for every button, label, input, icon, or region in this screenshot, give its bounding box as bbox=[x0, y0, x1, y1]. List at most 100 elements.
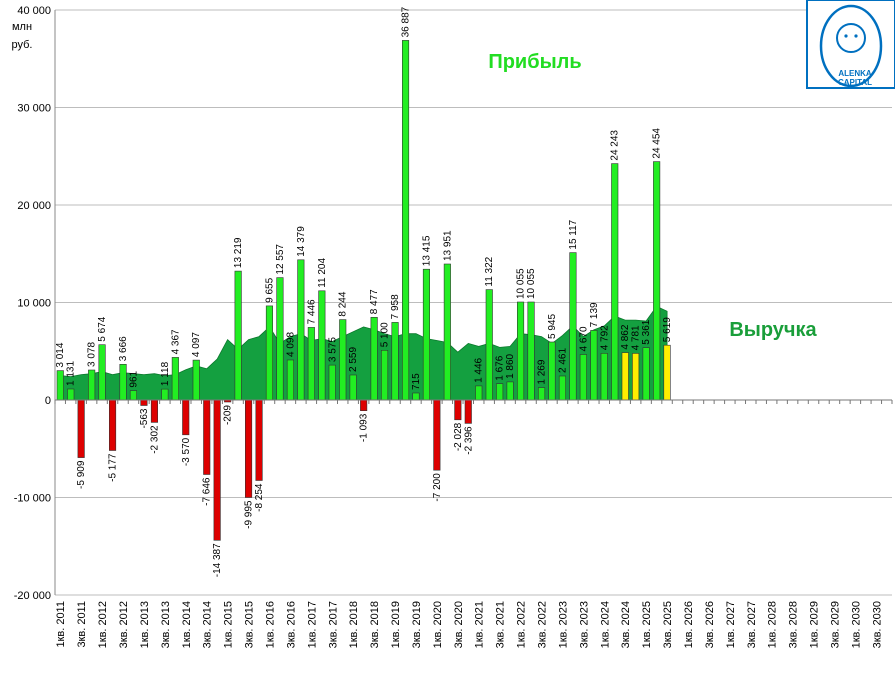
x-axis: 1кв. 2011 3кв. 2011 1кв. 2012 3кв. 2012 1кв.… bbox=[54, 399, 893, 648]
profit-bar bbox=[579, 354, 587, 401]
profit-bar bbox=[339, 319, 347, 401]
unit-label-line-1: млн bbox=[12, 21, 32, 33]
profit-data-label: 3 575 bbox=[327, 337, 338, 362]
profit-bar bbox=[663, 344, 671, 401]
x-tick-label: 3кв. 2026 bbox=[704, 601, 716, 648]
x-tick-label: 3кв. 2029 bbox=[830, 601, 842, 648]
profit-data-label: -5 177 bbox=[108, 453, 119, 482]
profit-bar bbox=[318, 290, 326, 401]
profit-data-label: 12 557 bbox=[275, 244, 286, 275]
profit-bar bbox=[203, 399, 211, 475]
logo-eye-left-icon bbox=[844, 34, 848, 38]
profit-bar bbox=[119, 363, 127, 401]
profit-bar bbox=[600, 352, 608, 401]
profit-data-label: -5 909 bbox=[76, 460, 87, 489]
profit-bar bbox=[349, 374, 357, 401]
profit-bar bbox=[255, 399, 263, 481]
profit-bar bbox=[370, 316, 378, 401]
x-tick-label: 3кв. 2016 bbox=[285, 601, 297, 648]
profit-bar bbox=[213, 399, 221, 541]
profit-data-label: 11 322 bbox=[484, 256, 495, 286]
profit-data-label: -2 396 bbox=[463, 426, 474, 455]
profit-bar bbox=[245, 399, 253, 498]
y-tick-label: 20 000 bbox=[17, 200, 51, 212]
profit-bar bbox=[391, 322, 399, 401]
profit-data-label: -9 995 bbox=[244, 500, 255, 529]
profit-bar bbox=[569, 252, 577, 401]
profit-bar bbox=[276, 277, 284, 401]
x-tick-label: 1кв. 2025 bbox=[641, 601, 653, 648]
x-tick-label: 3кв. 2015 bbox=[244, 601, 256, 648]
profit-bar bbox=[140, 399, 148, 406]
x-tick-label: 1кв. 2017 bbox=[306, 601, 318, 648]
profit-data-label: -7 200 bbox=[432, 473, 443, 502]
profit-bar bbox=[182, 399, 190, 436]
profit-bar bbox=[192, 359, 200, 401]
x-tick-label: 3кв. 2013 bbox=[160, 601, 172, 648]
profit-data-label: 13 415 bbox=[421, 235, 432, 266]
profit-bar bbox=[67, 388, 75, 401]
x-tick-label: 3кв. 2024 bbox=[620, 601, 632, 648]
y-tick-label: 30 000 bbox=[17, 103, 51, 115]
profit-data-label: -1 093 bbox=[359, 413, 370, 442]
profit-bar bbox=[307, 327, 315, 401]
profit-bar bbox=[621, 352, 629, 401]
profit-data-label: 8 244 bbox=[338, 291, 349, 316]
profit-bar bbox=[77, 399, 85, 458]
y-tick-label: -10 000 bbox=[14, 493, 51, 505]
profit-bar bbox=[632, 353, 640, 401]
profit-data-label: 3 014 bbox=[55, 342, 66, 367]
x-tick-label: 3кв. 2028 bbox=[788, 601, 800, 648]
y-tick-label: 40 000 bbox=[17, 5, 51, 17]
x-tick-label: 1кв. 2011 bbox=[55, 601, 67, 648]
profit-data-label: 961 bbox=[129, 370, 140, 387]
profit-data-label: 36 887 bbox=[401, 6, 412, 37]
profit-bar bbox=[380, 349, 389, 401]
y-axis: 40 000 30 000 20 000 10 000 0 -10 000 -20 000 bbox=[14, 5, 56, 602]
profit-bar bbox=[360, 399, 368, 411]
profit-bar bbox=[297, 259, 305, 401]
profit-data-label: 5 619 bbox=[662, 317, 673, 342]
profit-bar bbox=[454, 399, 462, 421]
x-tick-label: 1кв. 2015 bbox=[223, 601, 235, 648]
profit-bar bbox=[611, 163, 619, 401]
profit-data-label: 5 100 bbox=[380, 322, 391, 347]
x-tick-label: 1кв. 2014 bbox=[181, 601, 193, 648]
profit-bar bbox=[558, 375, 567, 401]
logo-text-line-2: CAPITAL bbox=[838, 78, 872, 87]
x-tick-label: 1кв. 2019 bbox=[390, 601, 402, 648]
profit-bar bbox=[265, 305, 274, 401]
x-tick-label: 3кв. 2021 bbox=[495, 601, 507, 648]
profit-data-label: 2 461 bbox=[557, 348, 568, 373]
x-tick-label: 3кв. 2017 bbox=[327, 601, 339, 648]
x-tick-label: 1кв. 2012 bbox=[97, 601, 109, 648]
profit-data-label: 13 951 bbox=[442, 230, 453, 261]
x-tick-label: 3кв. 2025 bbox=[662, 601, 674, 648]
y-tick-label: 10 000 bbox=[17, 298, 51, 310]
profit-bar bbox=[161, 388, 169, 401]
profit-bar bbox=[109, 399, 117, 451]
logo: ALENKA CAPITAL bbox=[806, 0, 895, 89]
profit-data-label: 10 055 bbox=[516, 268, 527, 299]
profit-data-label: 1 131 bbox=[66, 361, 77, 386]
profit-bar bbox=[475, 385, 483, 401]
profit-data-label: 715 bbox=[411, 373, 422, 390]
profit-data-label: -3 570 bbox=[181, 437, 192, 466]
profit-data-label: 14 379 bbox=[296, 226, 307, 257]
x-tick-label: 1кв. 2021 bbox=[474, 601, 486, 648]
profit-data-label: 5 674 bbox=[97, 316, 108, 341]
profit-bar bbox=[129, 390, 137, 401]
x-tick-label: 1кв. 2023 bbox=[557, 601, 569, 648]
profit-data-label: 1 269 bbox=[537, 359, 548, 384]
profit-data-label: 4 098 bbox=[285, 332, 296, 357]
profit-data-label: -2 302 bbox=[149, 425, 160, 454]
x-tick-label: 3кв. 2012 bbox=[118, 601, 130, 648]
profit-bar bbox=[401, 40, 410, 401]
profit-data-label: 5 945 bbox=[547, 314, 558, 339]
x-tick-label: 1кв. 2024 bbox=[599, 601, 611, 648]
profit-bar bbox=[286, 359, 295, 401]
profit-data-label: 2 559 bbox=[348, 347, 359, 372]
x-tick-label: 1кв. 2016 bbox=[265, 601, 277, 648]
profit-bar bbox=[642, 347, 650, 401]
profit-bar bbox=[590, 330, 598, 401]
